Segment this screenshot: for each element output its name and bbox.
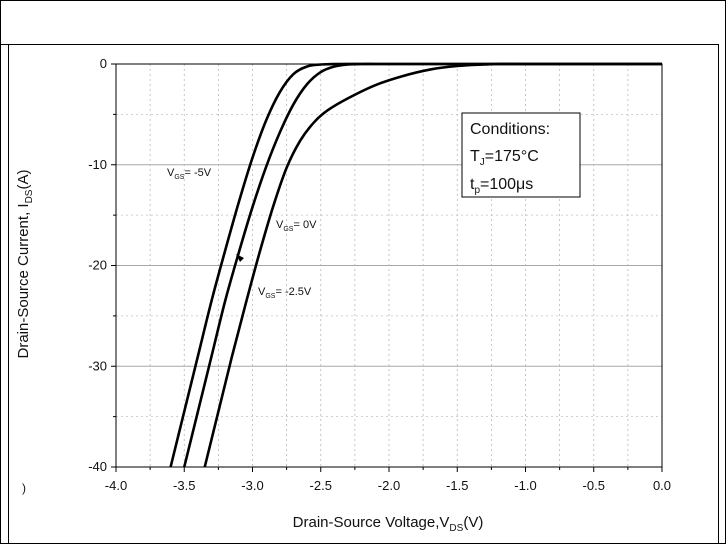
x-tick-label: -2.5 xyxy=(310,478,332,493)
axis-ticks: -4.0 -3.5 -3.0 -2.5 -2.0 -1.5 -1.0 -0.5 0.0 0 -10 -… xyxy=(88,56,671,493)
y-tick-label: -40 xyxy=(88,459,107,474)
x-tick-label: -4.0 xyxy=(105,478,127,493)
y-tick-label: -10 xyxy=(88,157,107,172)
y-tick-label: -30 xyxy=(88,358,107,373)
x-tick-label: -3.5 xyxy=(173,478,195,493)
curve-vgs-minus2p5 xyxy=(203,62,662,468)
grid xyxy=(116,64,662,467)
x-tick-label: -2.0 xyxy=(378,478,400,493)
header-divider xyxy=(1,44,719,45)
x-axis-label: Drain-Source Voltage,VDS(V) xyxy=(293,514,484,534)
conditions-box xyxy=(461,112,581,198)
condition-tp: tp=100μs xyxy=(470,176,533,196)
condition-tj: TJ=175°C xyxy=(470,148,539,168)
conditions-title: Conditions: xyxy=(470,121,550,138)
x-tick-label: -1.5 xyxy=(446,478,468,493)
y-tick-label: -20 xyxy=(88,258,107,273)
series-label-vgs-minus2p5: VGS= -2.5V xyxy=(258,286,312,300)
curve-vgs-0 xyxy=(182,62,662,468)
series-label-vgs-0: VGS= 0V xyxy=(276,219,317,233)
right-cell-border xyxy=(718,45,719,543)
x-tick-label: -3.0 xyxy=(241,478,263,493)
x-tick-label: -1.0 xyxy=(514,478,536,493)
y-axis-label: Drain-Source Current, IDS(A) xyxy=(15,170,35,359)
series-label-vgs-minus5: VGS= -5V xyxy=(167,167,212,181)
label-pointer-arrow xyxy=(236,254,244,262)
stray-mark: ) xyxy=(22,481,26,495)
x-tick-label: -0.5 xyxy=(583,478,605,493)
x-tick-label: 0.0 xyxy=(653,478,671,493)
y-tick-label: 0 xyxy=(100,56,107,71)
curves xyxy=(169,62,662,468)
left-cell-border xyxy=(8,45,9,543)
